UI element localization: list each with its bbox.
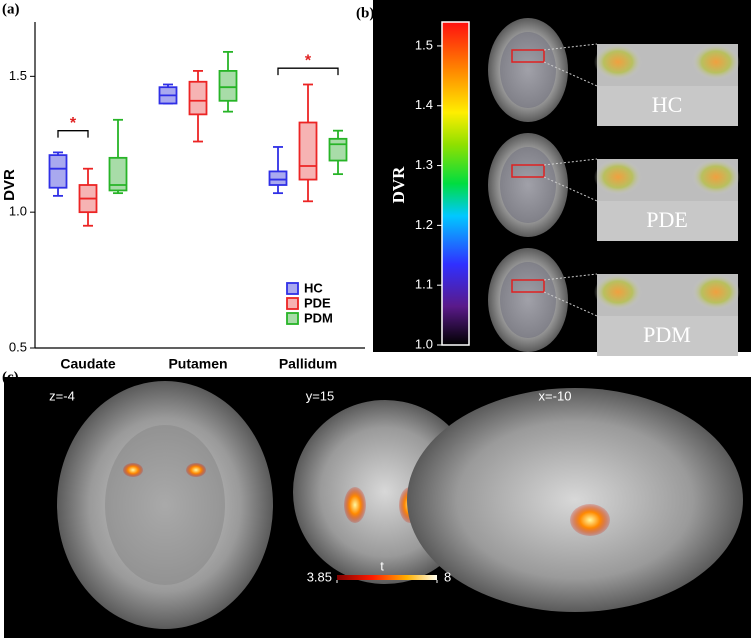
colorbar-tick-label: 1.2 <box>415 217 433 232</box>
y-tick-label: 1.5 <box>9 68 27 83</box>
significance-star: * <box>70 115 77 132</box>
box <box>268 170 288 186</box>
legend-label: PDE <box>304 295 331 310</box>
x-tick-label: Pallidum <box>279 356 337 372</box>
slice-label: y=15 <box>306 388 335 403</box>
roi-box <box>511 279 545 293</box>
activation <box>123 463 143 477</box>
uptake <box>692 274 740 310</box>
box <box>108 156 128 192</box>
legend-label: PDM <box>304 310 333 325</box>
colorbar-tick-label: 1.1 <box>415 277 433 292</box>
uptake <box>594 44 642 80</box>
panel-a: (a) DVR 0.5 1.0 1.5 Caudate Putamen Pallidum H… <box>1 1 365 372</box>
y-tick-label: 0.5 <box>9 339 27 354</box>
roi-box <box>511 164 545 178</box>
significance-bracket <box>277 67 339 76</box>
colorbar-label: t <box>380 558 384 573</box>
panel-b: (b) DVR 1.0 1.1 1.2 1.3 1.4 1.5 HC PDE PDM <box>356 0 751 356</box>
activation <box>186 463 206 477</box>
uptake <box>594 274 642 310</box>
uptake <box>692 159 740 195</box>
colorbar-tick-label: 3.85 <box>307 569 332 584</box>
group-label: PDM <box>643 322 691 347</box>
brain-detail <box>105 425 225 585</box>
colorbar-tick-label: 1.0 <box>415 336 433 351</box>
roi-box <box>511 49 545 63</box>
box <box>218 70 238 102</box>
x-tick-label: Caudate <box>60 356 115 372</box>
panel-label: (a) <box>2 1 20 17</box>
colorbar <box>441 21 470 346</box>
group-label: HC <box>652 92 683 117</box>
uptake <box>594 159 642 195</box>
inset-label-bg <box>597 86 738 126</box>
legend-swatch <box>286 282 299 295</box>
box <box>328 137 348 162</box>
y-axis-label: DVR <box>1 169 18 201</box>
brain-tint <box>500 32 556 108</box>
panel-c: (c) z=-4 y=15 x=-10 t 3.85 8 <box>2 369 751 638</box>
panel-label: (b) <box>356 5 374 21</box>
sagittal-brain <box>407 388 743 612</box>
inset-label-bg <box>597 316 738 356</box>
legend-label: HC <box>304 280 323 295</box>
significance-bracket <box>57 130 89 138</box>
zoom-lines <box>543 273 598 317</box>
colorbar <box>337 575 437 580</box>
significance-star: * <box>305 52 312 69</box>
box <box>48 154 68 189</box>
legend-swatch <box>286 297 299 310</box>
slice-label: x=-10 <box>539 388 572 403</box>
panel-label: (c) <box>2 369 19 385</box>
zoom-lines <box>543 158 598 202</box>
x-tick-label: Putamen <box>168 356 227 372</box>
zoom-lines <box>543 43 598 87</box>
inset-label-bg <box>597 201 738 241</box>
activation <box>570 504 610 536</box>
brain-tint <box>500 147 556 223</box>
brain-tint <box>500 262 556 338</box>
activation <box>344 487 366 523</box>
colorbar-tick-label: 1.3 <box>415 157 433 172</box>
y-tick-label: 1.0 <box>9 204 27 219</box>
colorbar-tick-label: 8 <box>444 569 451 584</box>
box <box>188 80 208 116</box>
slice-label: z=-4 <box>49 388 75 403</box>
colorbar-label: DVR <box>389 166 408 204</box>
legend-swatch <box>286 312 299 325</box>
uptake <box>692 44 740 80</box>
colorbar-tick-label: 1.5 <box>415 37 433 52</box>
colorbar-tick-label: 1.4 <box>415 97 433 112</box>
box <box>298 121 318 181</box>
group-label: PDE <box>646 207 688 232</box>
